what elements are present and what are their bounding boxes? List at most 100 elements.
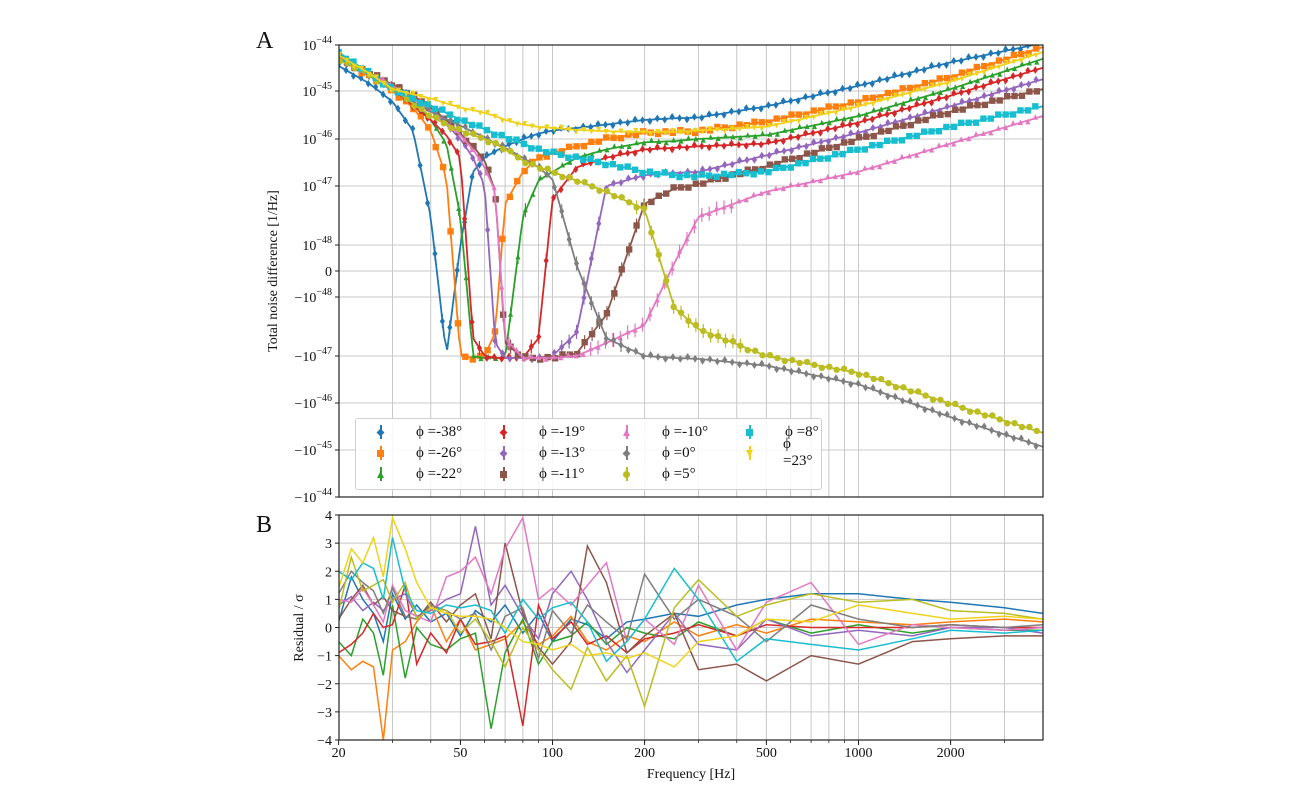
data-marker (958, 57, 964, 65)
data-marker (477, 134, 485, 141)
data-marker (602, 161, 609, 169)
data-marker (803, 142, 809, 151)
data-marker (1033, 442, 1039, 450)
data-marker (595, 344, 601, 350)
data-marker (380, 75, 386, 82)
data-marker (528, 145, 535, 152)
data-marker (1032, 66, 1038, 74)
data-marker (825, 103, 832, 110)
y-tick-label: 10−44 (302, 35, 332, 54)
residual-line-10 (339, 515, 1043, 668)
data-marker (744, 347, 751, 354)
data-marker (433, 125, 440, 131)
data-marker (685, 130, 691, 136)
data-marker (521, 355, 527, 361)
data-marker (923, 94, 929, 101)
y-tick-label: −10−47 (294, 346, 332, 365)
data-marker (766, 151, 772, 160)
data-marker (418, 93, 424, 100)
data-marker (774, 354, 781, 362)
data-marker (928, 128, 935, 135)
data-marker (714, 127, 720, 133)
data-marker (433, 96, 439, 103)
data-marker (944, 81, 950, 88)
data-marker (922, 405, 928, 414)
data-marker (661, 169, 668, 176)
residual-line-3 (339, 585, 1043, 727)
data-marker (863, 371, 870, 379)
x-tick-label: 2000 (937, 746, 965, 761)
data-marker (699, 128, 706, 135)
data-marker (967, 78, 973, 85)
data-marker (499, 349, 505, 357)
data-marker (617, 118, 623, 126)
data-marker (343, 66, 349, 75)
data-marker (817, 107, 825, 114)
data-marker (566, 337, 572, 346)
legend-marker (376, 428, 385, 437)
data-marker (750, 171, 757, 178)
data-marker (676, 248, 683, 254)
data-marker (780, 115, 788, 122)
legend-label: ϕ =-13° (539, 444, 586, 461)
data-marker (973, 63, 980, 71)
data-marker (893, 101, 899, 107)
data-marker (521, 167, 528, 175)
data-marker (1026, 60, 1032, 66)
data-marker (1025, 45, 1031, 50)
data-marker (877, 110, 883, 119)
data-marker (789, 155, 796, 162)
data-marker (454, 147, 460, 156)
data-marker (774, 160, 781, 168)
data-marker (639, 145, 646, 153)
legend-item: ϕ =23° (737, 436, 821, 469)
data-marker (588, 129, 594, 135)
data-marker (1017, 107, 1024, 114)
data-marker (788, 367, 795, 376)
data-marker (1033, 52, 1039, 59)
data-marker (995, 111, 1002, 118)
data-marker (891, 109, 898, 118)
data-marker (958, 119, 965, 126)
axes-frame-a (338, 44, 1044, 498)
data-marker (1004, 66, 1010, 72)
data-marker (537, 174, 543, 181)
data-marker (470, 130, 477, 137)
data-marker (952, 84, 958, 90)
data-marker (818, 364, 826, 372)
legend-item: ϕ =-11° (491, 464, 585, 484)
data-marker (416, 100, 424, 107)
axes: 10−4410−4510−4610−4710−480−10−48−10−47−1… (294, 35, 1044, 761)
data-marker (447, 116, 454, 125)
data-marker (848, 115, 855, 122)
data-marker (846, 146, 854, 154)
data-marker (936, 94, 942, 103)
data-marker (722, 128, 728, 134)
data-marker (810, 129, 816, 137)
data-marker (1003, 124, 1009, 131)
data-marker (803, 358, 811, 366)
data-marker (448, 165, 454, 171)
data-marker (915, 388, 922, 395)
data-marker (581, 338, 588, 346)
data-marker (795, 96, 801, 105)
data-marker (654, 297, 660, 303)
data-marker (840, 133, 846, 142)
data-marker (921, 66, 927, 74)
data-marker (505, 136, 513, 143)
data-marker (937, 396, 944, 403)
data-marker (1017, 119, 1024, 125)
series-3 (339, 57, 1043, 363)
data-marker (365, 67, 372, 75)
data-marker (366, 71, 372, 78)
data-marker (396, 84, 403, 91)
data-marker (714, 123, 721, 131)
data-marker (483, 126, 491, 134)
data-marker (1003, 420, 1011, 427)
data-marker (803, 150, 811, 157)
data-marker (663, 190, 670, 197)
data-marker (639, 116, 646, 124)
data-marker (506, 193, 514, 201)
data-marker (802, 92, 809, 101)
